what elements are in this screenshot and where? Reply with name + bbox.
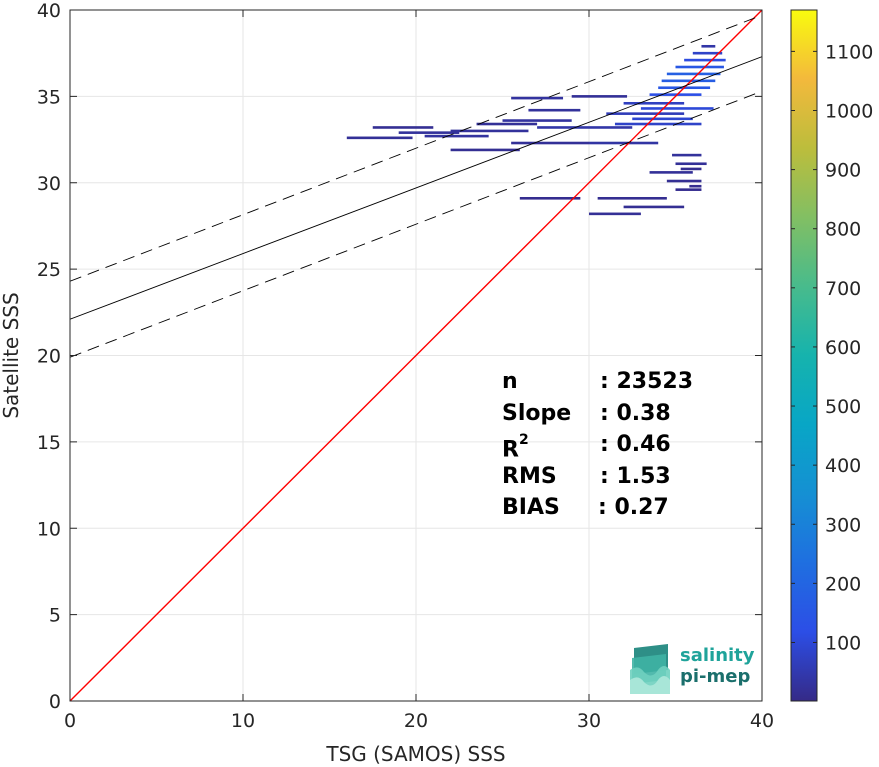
density-cell [666, 179, 702, 183]
density-cell [675, 65, 724, 69]
density-cell [511, 141, 589, 145]
density-cell [649, 93, 702, 96]
y-tick-label: 0 [49, 691, 61, 713]
density-cell [649, 171, 693, 174]
regression-lines [70, 10, 762, 701]
regression-bound-line [70, 14, 762, 282]
logo-line-1: salinity [680, 645, 755, 666]
stat-value: : 0.38 [600, 400, 671, 426]
density-cell [606, 112, 685, 115]
stat-value: : 23523 [600, 369, 693, 394]
salinity-pi-mep-logo: salinity pi-mep [628, 640, 762, 696]
density-cell [571, 95, 628, 98]
y-tick-label: 30 [37, 173, 61, 195]
density-cell [398, 131, 460, 134]
stat-key: BIAS [502, 495, 560, 520]
density-cell [623, 101, 685, 105]
colorbar-ticks: 100 200 300 400 500 600 700 800 900 1000 1100 [791, 41, 873, 654]
density-cells [346, 44, 726, 216]
one-to-one-line [70, 10, 762, 701]
density-cell [450, 148, 520, 152]
colorbar-tick-label: 300 [825, 514, 861, 536]
stat-key: RMS [502, 463, 557, 489]
density-cell [666, 72, 721, 76]
density-cell [528, 108, 581, 112]
colorbar [790, 9, 818, 702]
y-tick-label: 25 [37, 259, 61, 281]
density-cell [589, 141, 659, 145]
density-cell [597, 196, 667, 200]
density-cell [675, 188, 702, 191]
stat-key: R2 [502, 429, 529, 466]
density-cell [623, 205, 685, 209]
colorbar-tick-label: 700 [825, 278, 861, 300]
density-cell [519, 196, 581, 200]
colorbar-tick-label: 600 [825, 337, 861, 359]
density-cell [502, 119, 572, 122]
stat-value: : 0.46 [600, 432, 671, 457]
density-cell [537, 126, 633, 129]
logo-line-2: pi-mep [680, 666, 751, 687]
y-tick-label: 20 [37, 346, 61, 368]
x-tick-label: 20 [404, 710, 428, 732]
colorbar-tick-label: 200 [825, 573, 861, 595]
colorbar-tick-label: 1000 [825, 100, 873, 122]
density-cell [701, 44, 716, 48]
density-cell [614, 122, 702, 126]
density-cell [589, 212, 641, 216]
colorbar-tick-label: 100 [825, 632, 861, 654]
x-tick-label: 0 [64, 710, 76, 732]
density-cell [450, 129, 529, 133]
density-cell [346, 136, 413, 140]
colorbar-tick-label: 900 [825, 160, 861, 182]
density-cell [424, 134, 489, 138]
colorbar-tick-label: 1100 [825, 41, 873, 63]
density-cell [692, 51, 723, 55]
wave-layers-icon [630, 644, 670, 694]
density-cell [680, 167, 702, 171]
stat-key: Slope [502, 400, 572, 426]
axis-ticks: 0 10 20 30 40 0 5 10 15 20 25 30 35 40 [37, 0, 774, 732]
y-tick-label: 40 [37, 0, 61, 22]
x-tick-label: 40 [750, 710, 774, 732]
y-tick-label: 15 [37, 432, 61, 454]
x-tick-label: 10 [231, 710, 255, 732]
density-cell [661, 79, 716, 83]
density-cell [684, 58, 726, 62]
density-cell [476, 122, 538, 126]
y-tick-label: 10 [37, 518, 61, 540]
colorbar-tick-label: 800 [825, 219, 861, 241]
stat-value: : 0.27 [598, 495, 669, 520]
stat-key: n [502, 369, 518, 394]
stat-value: : 1.53 [600, 463, 671, 489]
y-axis-label: Satellite SSS [0, 292, 23, 418]
stat-key-base: R [502, 437, 519, 463]
x-tick-label: 30 [577, 710, 601, 732]
density-cell [675, 162, 707, 166]
density-cell [672, 153, 702, 157]
stat-key-sup: 2 [518, 432, 529, 448]
density-cell [640, 107, 714, 110]
y-tick-label: 35 [37, 86, 61, 108]
colorbar-tick-label: 500 [825, 396, 861, 418]
density-cell [632, 117, 693, 121]
colorbar-tick-label: 400 [825, 455, 861, 477]
density-cell [372, 126, 434, 129]
x-axis-label: TSG (SAMOS) SSS [325, 742, 505, 766]
density-cell [511, 96, 564, 100]
regression-fit-line [70, 56, 762, 320]
density-cell [689, 184, 702, 188]
y-tick-label: 5 [49, 605, 61, 627]
regression-bound-line [70, 90, 762, 358]
